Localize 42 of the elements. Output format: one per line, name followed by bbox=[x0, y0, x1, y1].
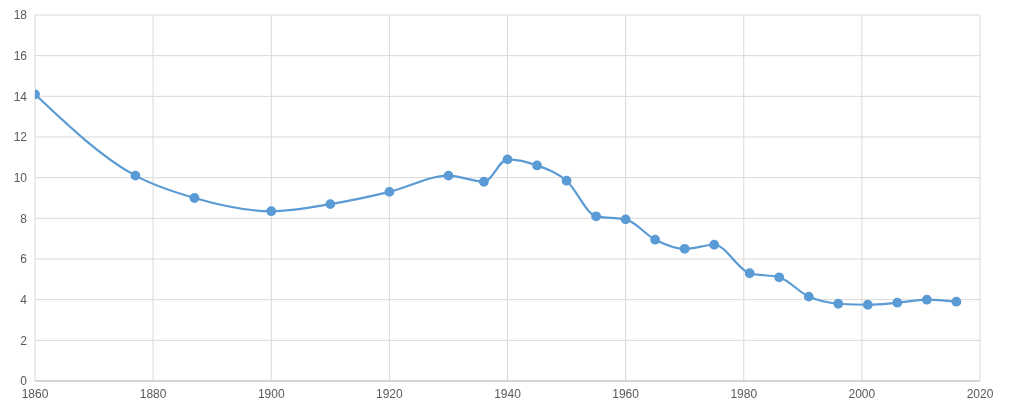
x-tick-label: 1980 bbox=[730, 386, 758, 401]
y-tick-label: 6 bbox=[20, 252, 28, 267]
x-tick-label: 1900 bbox=[257, 386, 285, 401]
point bbox=[774, 272, 785, 283]
y-tick-label: 18 bbox=[13, 8, 28, 23]
point bbox=[650, 234, 661, 245]
y-tick-label: 2 bbox=[20, 333, 28, 348]
point bbox=[862, 299, 873, 310]
point bbox=[744, 268, 755, 279]
y-tick-label: 4 bbox=[20, 292, 28, 307]
y-tick-label: 14 bbox=[13, 89, 28, 104]
point bbox=[921, 294, 932, 305]
x-tick-label: 1920 bbox=[376, 386, 404, 401]
point bbox=[478, 176, 489, 187]
x-tick-label: 1880 bbox=[139, 386, 167, 401]
point bbox=[443, 170, 454, 181]
point bbox=[384, 187, 395, 197]
y-tick-label: 16 bbox=[13, 48, 28, 63]
point bbox=[266, 206, 277, 217]
x-tick-label: 2020 bbox=[966, 386, 994, 401]
point bbox=[892, 297, 903, 308]
point bbox=[325, 199, 336, 209]
point bbox=[951, 296, 962, 307]
y-tick-label: 8 bbox=[20, 211, 28, 226]
point bbox=[833, 298, 844, 309]
x-tick-label: 1940 bbox=[494, 386, 522, 401]
point bbox=[679, 243, 690, 254]
x-tick-label: 2000 bbox=[848, 386, 876, 401]
y-tick-label: 12 bbox=[13, 130, 28, 145]
point bbox=[189, 193, 200, 203]
point bbox=[532, 160, 542, 171]
y-tick-label: 0 bbox=[20, 374, 28, 389]
point bbox=[591, 211, 601, 222]
x-tick-label: 1960 bbox=[612, 386, 640, 401]
point bbox=[502, 154, 513, 165]
point bbox=[620, 214, 631, 225]
point bbox=[709, 239, 720, 250]
point bbox=[130, 170, 141, 181]
point bbox=[803, 291, 814, 302]
x-tick-label: 1860 bbox=[21, 386, 49, 401]
y-tick-label: 10 bbox=[13, 170, 28, 185]
point bbox=[561, 175, 572, 186]
